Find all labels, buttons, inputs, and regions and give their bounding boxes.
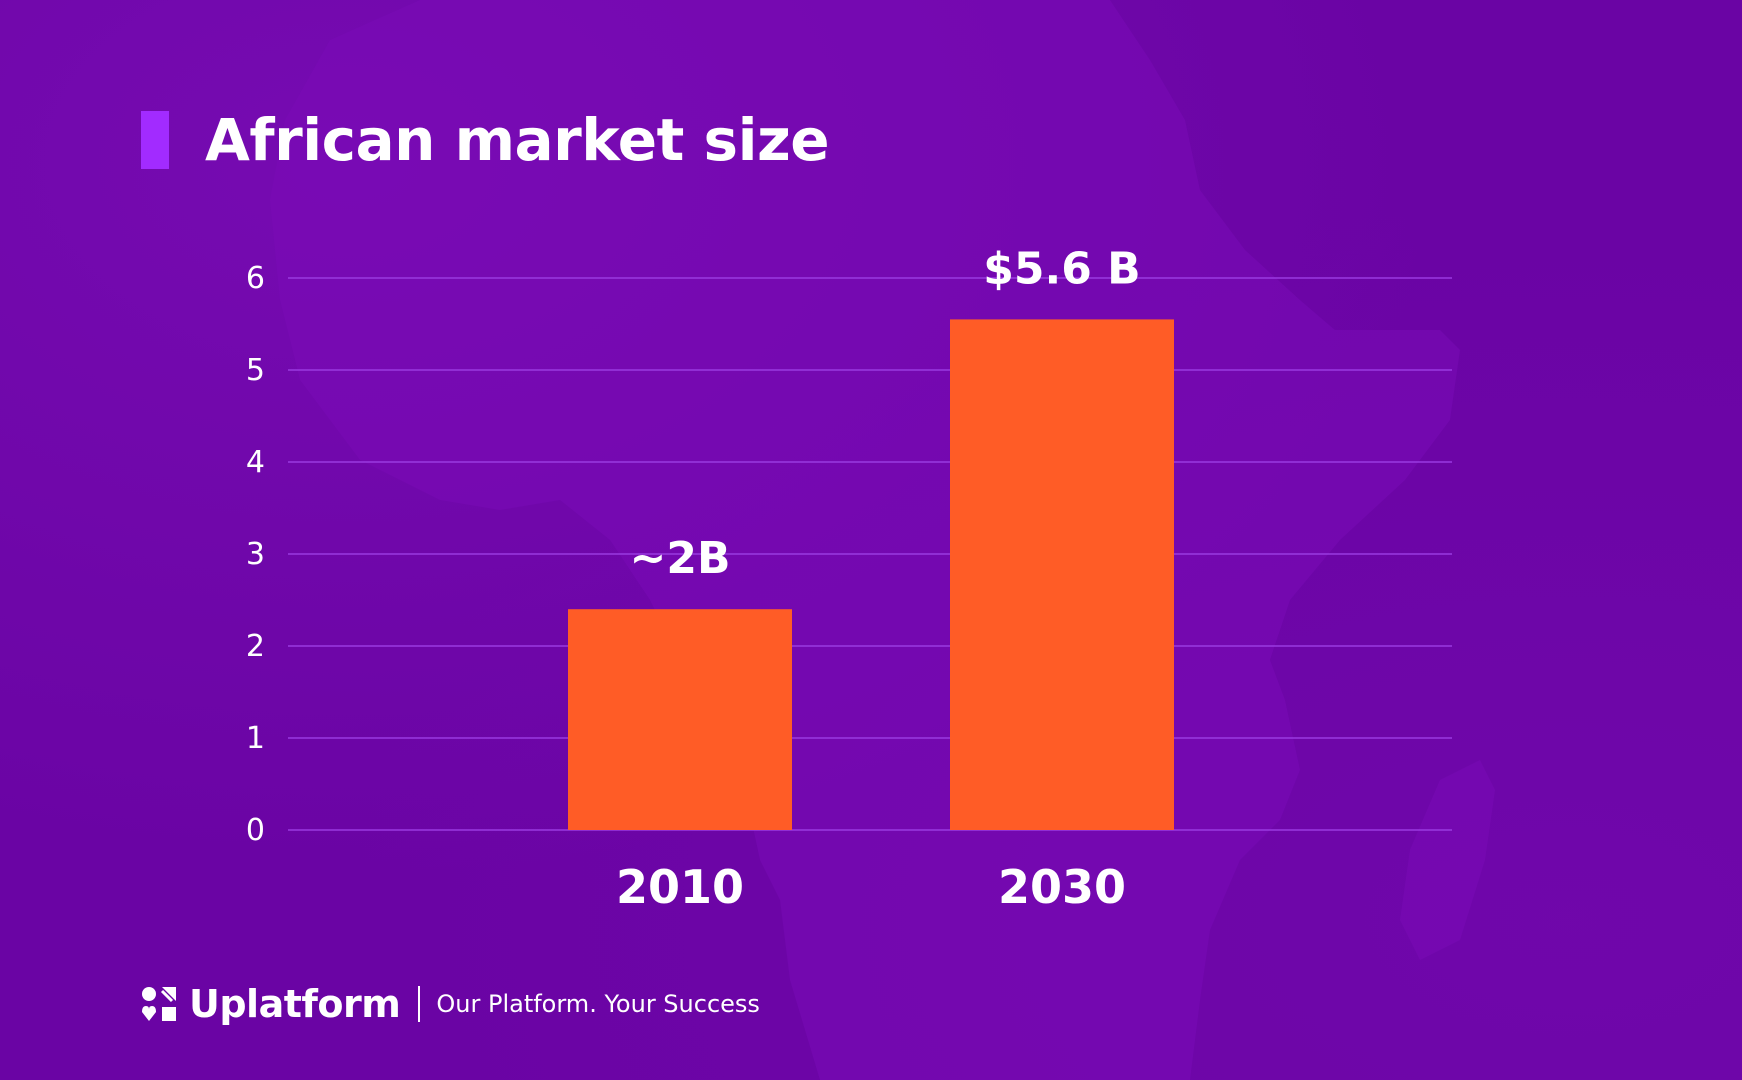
y-tick-label: 0 <box>246 813 265 848</box>
y-tick-label: 1 <box>246 721 265 756</box>
bar-2030 <box>950 319 1174 830</box>
y-tick-label: 6 <box>246 261 265 296</box>
brand-name: Uplatform <box>189 982 401 1026</box>
chart-grid <box>288 277 1452 831</box>
footer: Uplatform Our Platform. Your Success <box>141 978 760 1030</box>
x-axis-ticks: 2010 2030 <box>616 860 1126 914</box>
x-tick-label: 2010 <box>616 860 744 914</box>
brand-tagline: Our Platform. Your Success <box>436 990 760 1018</box>
y-tick-label: 4 <box>246 445 265 480</box>
slide-title-row: African market size <box>141 106 830 174</box>
data-label-2030: $5.6 B <box>983 243 1140 294</box>
x-tick-label: 2030 <box>998 860 1126 914</box>
y-axis-ticks: 0 1 2 3 4 5 6 <box>246 261 265 848</box>
data-label-2010: ~2B <box>629 533 730 584</box>
y-tick-label: 3 <box>246 537 265 572</box>
bar-2010 <box>568 609 792 830</box>
title-accent-bar <box>141 111 169 169</box>
slide-title: African market size <box>205 106 830 174</box>
chart-bars <box>568 319 1174 830</box>
bar-data-labels: ~2B $5.6 B <box>629 243 1140 584</box>
y-tick-label: 2 <box>246 629 265 664</box>
uplatform-logo-icon <box>142 987 176 1021</box>
y-tick-label: 5 <box>246 353 265 388</box>
footer-divider <box>418 986 421 1022</box>
